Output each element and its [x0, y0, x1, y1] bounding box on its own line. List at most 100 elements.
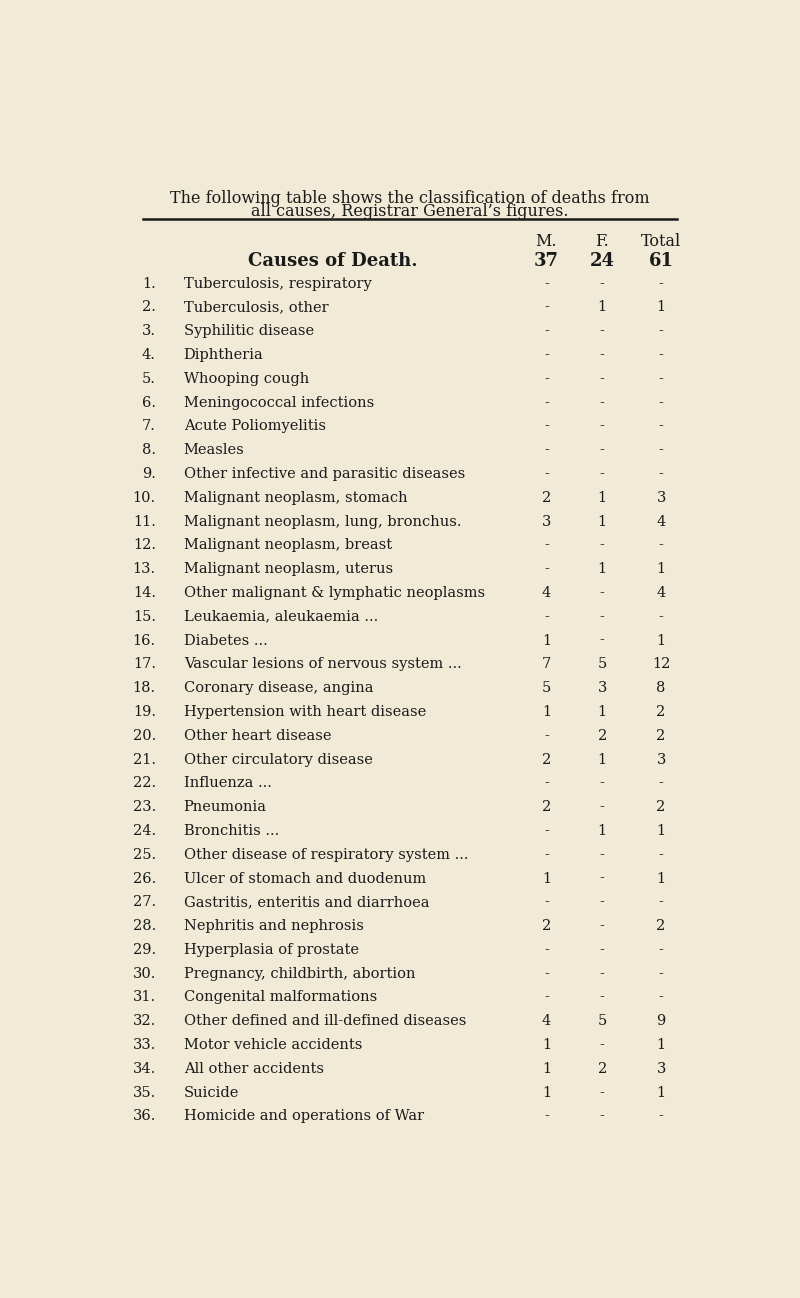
Text: Malignant neoplasm, stomach: Malignant neoplasm, stomach [184, 491, 407, 505]
Text: -: - [600, 585, 605, 600]
Text: -: - [658, 276, 663, 291]
Text: 9: 9 [657, 1014, 666, 1028]
Text: -: - [600, 276, 605, 291]
Text: -: - [600, 396, 605, 410]
Text: 28.: 28. [133, 919, 156, 933]
Text: Influenza ...: Influenza ... [184, 776, 271, 790]
Text: 2: 2 [598, 728, 607, 742]
Text: Whooping cough: Whooping cough [184, 371, 309, 386]
Text: -: - [544, 824, 549, 839]
Text: Homicide and operations of War: Homicide and operations of War [184, 1110, 424, 1124]
Text: -: - [600, 1085, 605, 1099]
Text: Other circulatory disease: Other circulatory disease [184, 753, 373, 767]
Text: 30.: 30. [133, 967, 156, 981]
Text: 2: 2 [657, 800, 666, 814]
Text: 1: 1 [657, 562, 666, 576]
Text: 5.: 5. [142, 371, 156, 386]
Text: -: - [658, 990, 663, 1005]
Text: Congenital malformations: Congenital malformations [184, 990, 377, 1005]
Text: 1: 1 [657, 1038, 666, 1053]
Text: -: - [658, 443, 663, 457]
Text: -: - [544, 419, 549, 434]
Text: -: - [658, 942, 663, 957]
Text: Gastritis, enteritis and diarrhoea: Gastritis, enteritis and diarrhoea [184, 896, 429, 910]
Text: 2: 2 [657, 728, 666, 742]
Text: 4.: 4. [142, 348, 156, 362]
Text: Tuberculosis, other: Tuberculosis, other [184, 301, 328, 314]
Text: Hypertension with heart disease: Hypertension with heart disease [184, 705, 426, 719]
Text: 7: 7 [542, 657, 551, 671]
Text: -: - [544, 776, 549, 790]
Text: 22.: 22. [133, 776, 156, 790]
Text: -: - [544, 371, 549, 386]
Text: 3.: 3. [142, 324, 156, 339]
Text: -: - [600, 848, 605, 862]
Text: 2: 2 [598, 1062, 607, 1076]
Text: 4: 4 [657, 514, 666, 528]
Text: -: - [544, 324, 549, 339]
Text: 1: 1 [598, 753, 606, 767]
Text: -: - [600, 419, 605, 434]
Text: 3: 3 [598, 681, 607, 696]
Text: -: - [600, 633, 605, 648]
Text: Coronary disease, angina: Coronary disease, angina [184, 681, 373, 696]
Text: 32.: 32. [133, 1014, 156, 1028]
Text: 3: 3 [657, 491, 666, 505]
Text: 17.: 17. [133, 657, 156, 671]
Text: Tuberculosis, respiratory: Tuberculosis, respiratory [184, 276, 371, 291]
Text: Motor vehicle accidents: Motor vehicle accidents [184, 1038, 362, 1053]
Text: Malignant neoplasm, lung, bronchus.: Malignant neoplasm, lung, bronchus. [184, 514, 461, 528]
Text: -: - [658, 419, 663, 434]
Text: Acute Poliomyelitis: Acute Poliomyelitis [184, 419, 326, 434]
Text: 15.: 15. [133, 610, 156, 624]
Text: -: - [658, 967, 663, 981]
Text: 36.: 36. [133, 1110, 156, 1124]
Text: 21.: 21. [133, 753, 156, 767]
Text: 5: 5 [542, 681, 551, 696]
Text: 3: 3 [657, 1062, 666, 1076]
Text: 8.: 8. [142, 443, 156, 457]
Text: 1: 1 [598, 705, 606, 719]
Text: -: - [658, 776, 663, 790]
Text: -: - [544, 967, 549, 981]
Text: 25.: 25. [133, 848, 156, 862]
Text: -: - [658, 896, 663, 910]
Text: -: - [658, 324, 663, 339]
Text: -: - [600, 871, 605, 885]
Text: -: - [600, 896, 605, 910]
Text: Other heart disease: Other heart disease [184, 728, 331, 742]
Text: -: - [600, 1038, 605, 1053]
Text: -: - [544, 848, 549, 862]
Text: 20.: 20. [133, 728, 156, 742]
Text: 1: 1 [657, 1085, 666, 1099]
Text: 1: 1 [657, 871, 666, 885]
Text: 12: 12 [652, 657, 670, 671]
Text: 1: 1 [542, 1062, 551, 1076]
Text: -: - [600, 776, 605, 790]
Text: 1: 1 [598, 824, 606, 839]
Text: Other infective and parasitic diseases: Other infective and parasitic diseases [184, 467, 465, 482]
Text: 2: 2 [542, 753, 551, 767]
Text: Other disease of respiratory system ...: Other disease of respiratory system ... [184, 848, 468, 862]
Text: Bronchitis ...: Bronchitis ... [184, 824, 279, 839]
Text: -: - [600, 610, 605, 624]
Text: -: - [600, 919, 605, 933]
Text: -: - [600, 324, 605, 339]
Text: 1: 1 [542, 1085, 551, 1099]
Text: -: - [544, 990, 549, 1005]
Text: 23.: 23. [133, 800, 156, 814]
Text: 2: 2 [657, 919, 666, 933]
Text: -: - [600, 800, 605, 814]
Text: Diabetes ...: Diabetes ... [184, 633, 267, 648]
Text: 61: 61 [649, 252, 674, 270]
Text: 24.: 24. [133, 824, 156, 839]
Text: -: - [658, 539, 663, 553]
Text: Syphilitic disease: Syphilitic disease [184, 324, 314, 339]
Text: 33.: 33. [133, 1038, 156, 1053]
Text: 10.: 10. [133, 491, 156, 505]
Text: -: - [658, 610, 663, 624]
Text: 1: 1 [542, 871, 551, 885]
Text: 1: 1 [598, 491, 606, 505]
Text: 3: 3 [542, 514, 551, 528]
Text: 4: 4 [542, 585, 551, 600]
